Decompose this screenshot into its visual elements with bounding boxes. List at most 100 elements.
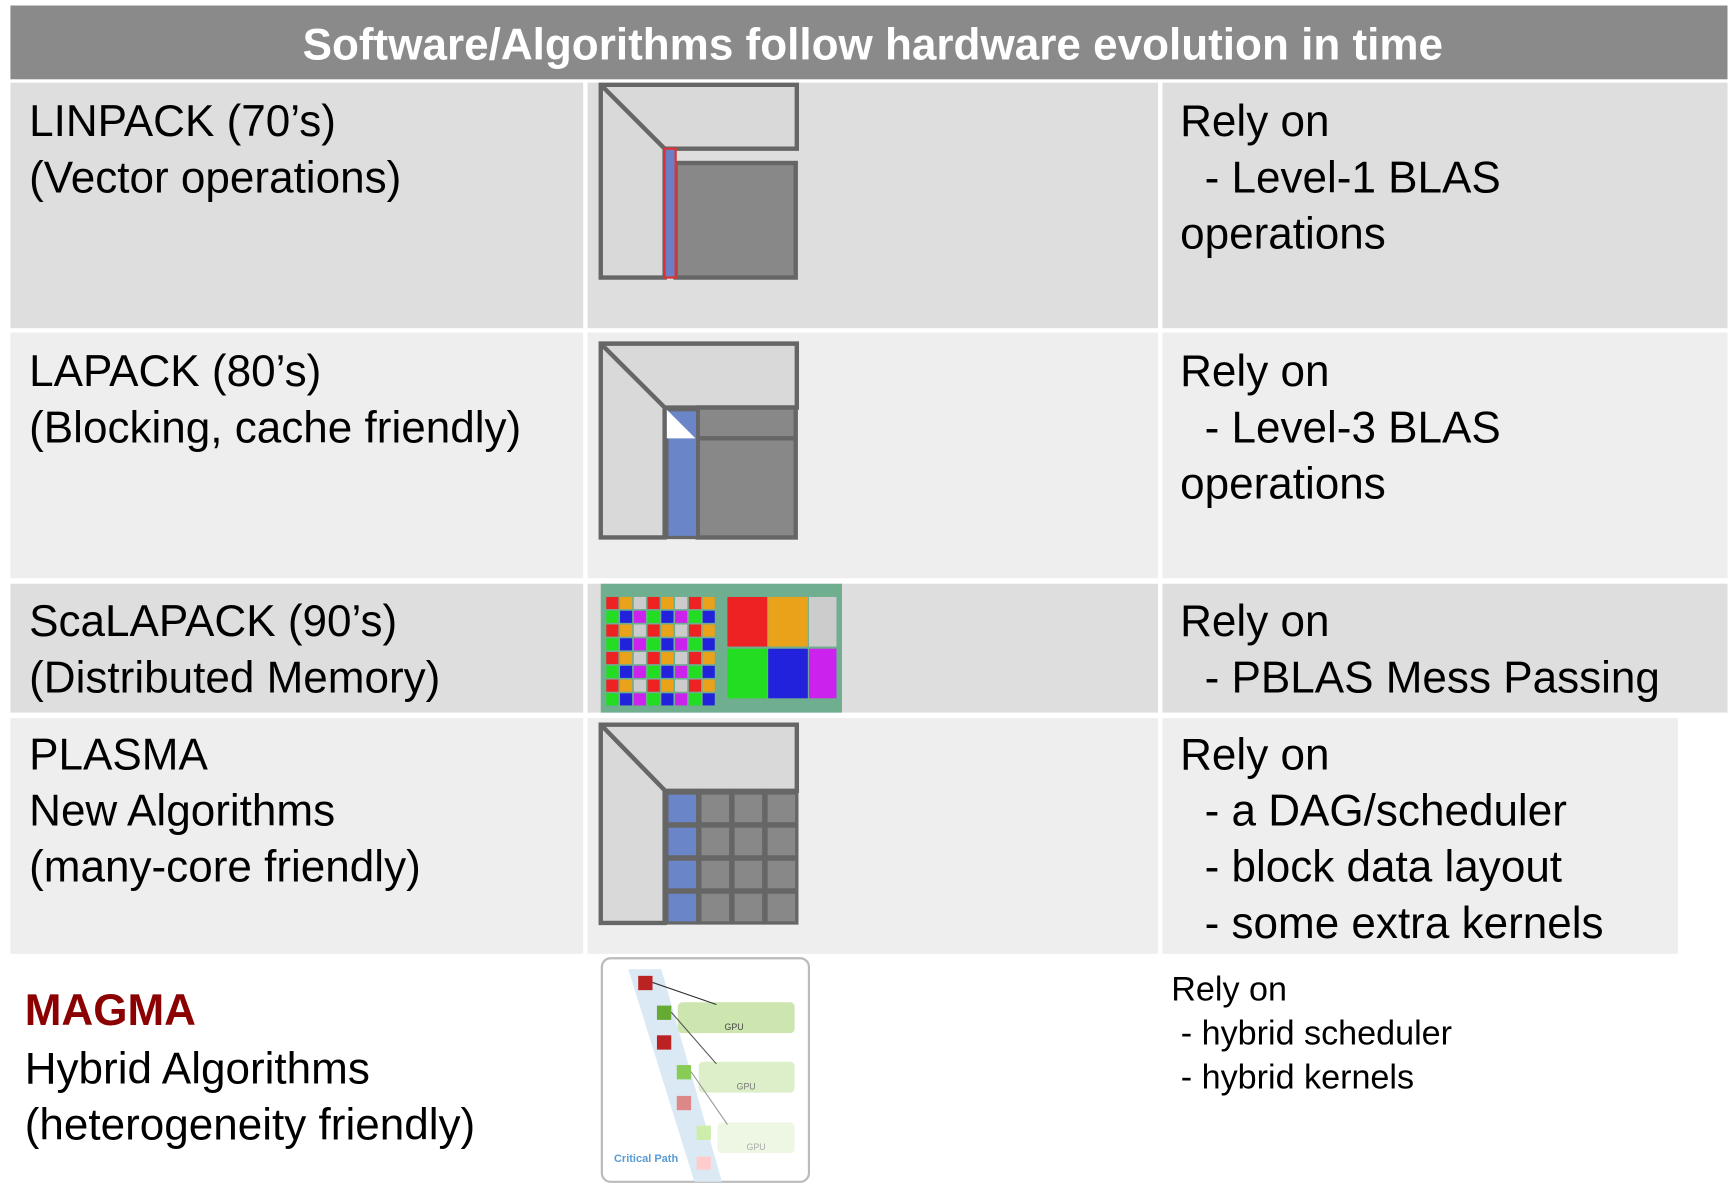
tile (665, 857, 700, 892)
tile (688, 624, 701, 637)
right-label: Rely on (1180, 730, 1329, 779)
right-label: - hybrid kernels (1171, 1058, 1414, 1096)
tile (675, 596, 688, 610)
right-label: Rely on (1171, 970, 1287, 1008)
tile (731, 791, 766, 826)
tile (698, 857, 733, 892)
tile (702, 596, 715, 610)
gpu-label: GPU (737, 1081, 756, 1091)
critical-path-label: Critical Path (614, 1153, 678, 1165)
block (808, 596, 837, 647)
tile (647, 693, 660, 706)
tile (688, 610, 701, 623)
magma-figure: GPU GPU GPU Critical Path (600, 957, 811, 1183)
tile (633, 665, 646, 678)
tile (661, 693, 674, 706)
lapack-figure (598, 341, 800, 540)
right-label: - Level-3 BLAS (1180, 403, 1501, 452)
tile (661, 638, 674, 651)
tile (731, 890, 766, 925)
tile (620, 652, 633, 665)
tile (606, 665, 619, 678)
gpu-label: GPU (724, 1022, 743, 1032)
tile (688, 693, 701, 706)
right-label: - PBLAS Mess Passing (1180, 653, 1660, 702)
header-title: Software/Algorithms follow hardware evol… (303, 20, 1443, 69)
left-label: New Algorithms (29, 787, 335, 836)
left-label: (heterogeneity friendly) (25, 1100, 476, 1149)
tile (764, 890, 799, 925)
tile (675, 679, 688, 692)
tile (665, 890, 700, 925)
tile (702, 652, 715, 665)
tile (606, 679, 619, 692)
tile (702, 638, 715, 651)
tile (731, 857, 766, 892)
header-bar (10, 5, 1728, 80)
left-label: ScaLAPACK (90’s) (29, 597, 397, 646)
block (768, 648, 808, 699)
plasma-figure (598, 722, 800, 926)
tile (620, 679, 633, 692)
scalapack-figure (600, 583, 842, 713)
tile (633, 610, 646, 623)
tile (702, 679, 715, 692)
tile (702, 665, 715, 678)
left-label: (Distributed Memory) (29, 653, 440, 702)
tile (606, 652, 619, 665)
tile (606, 693, 619, 706)
tile (675, 665, 688, 678)
tile (633, 652, 646, 665)
block (768, 596, 808, 647)
tile (606, 624, 619, 637)
tile (647, 665, 660, 678)
tile (764, 791, 799, 826)
tile (620, 638, 633, 651)
right-label: operations (1180, 209, 1386, 258)
right-label: - hybrid scheduler (1171, 1014, 1452, 1052)
tile (633, 679, 646, 692)
tile (698, 824, 733, 859)
tile (606, 610, 619, 623)
tile (620, 610, 633, 623)
left-label: (Blocking, cache friendly) (29, 403, 521, 452)
tile (675, 610, 688, 623)
row-backgrounds (10, 82, 1728, 954)
tile (764, 857, 799, 892)
tile (647, 596, 660, 610)
block (727, 648, 768, 699)
tile (647, 638, 660, 651)
tile (661, 596, 674, 610)
tile (688, 679, 701, 692)
right-label: - a DAG/scheduler (1180, 787, 1567, 836)
tile (675, 624, 688, 637)
tile (688, 652, 701, 665)
tile (661, 665, 674, 678)
left-label: LAPACK (80’s) (29, 347, 321, 396)
tile (620, 665, 633, 678)
right-label: operations (1180, 459, 1386, 508)
tile (661, 624, 674, 637)
tile (688, 665, 701, 678)
right-label: Rely on (1180, 597, 1329, 646)
tile (620, 693, 633, 706)
right-label: - some extra kernels (1180, 899, 1603, 948)
right-label: Rely on (1180, 347, 1329, 396)
tile (702, 693, 715, 706)
tile (661, 610, 674, 623)
tile (606, 596, 619, 610)
block (727, 596, 768, 647)
tile (702, 610, 715, 623)
tile (661, 679, 674, 692)
tile (698, 791, 733, 826)
tile (665, 791, 700, 826)
tile (633, 638, 646, 651)
tile (698, 890, 733, 925)
tile (731, 824, 766, 859)
left-label: (Vector operations) (29, 153, 401, 202)
left-label: MAGMA (25, 986, 196, 1035)
tile (675, 693, 688, 706)
tile (620, 624, 633, 637)
tile (665, 824, 700, 859)
tile (633, 624, 646, 637)
